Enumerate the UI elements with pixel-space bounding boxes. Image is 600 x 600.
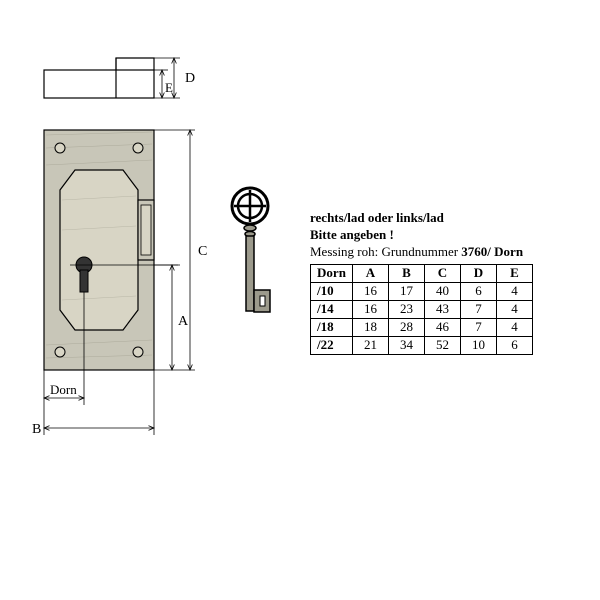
- table-cell: /10: [311, 282, 353, 300]
- table-header-cell: Dorn: [311, 264, 353, 282]
- dim-label-a: A: [178, 314, 189, 329]
- table-row: /1016174064: [311, 282, 533, 300]
- table-header-cell: C: [425, 264, 461, 282]
- dim-label-e: E: [165, 80, 173, 95]
- table-cell: 28: [389, 318, 425, 336]
- table-cell: 17: [389, 282, 425, 300]
- table-row: /22213452106: [311, 336, 533, 354]
- header-line-1: rechts/lad oder links/lad: [310, 210, 600, 227]
- key-drawing: [232, 188, 270, 312]
- table-cell: 16: [353, 300, 389, 318]
- table-cell: 40: [425, 282, 461, 300]
- table-cell: /18: [311, 318, 353, 336]
- table-cell: 7: [461, 300, 497, 318]
- header-line-3: Messing roh: Grundnummer 3760/ Dorn: [310, 244, 600, 261]
- top-section-view: D E: [44, 58, 195, 98]
- table-cell: 6: [461, 282, 497, 300]
- table-cell: 4: [497, 282, 533, 300]
- table-cell: /22: [311, 336, 353, 354]
- table-row: /1416234374: [311, 300, 533, 318]
- dim-label-b: B: [32, 422, 41, 437]
- table-header-cell: D: [461, 264, 497, 282]
- table-cell: 4: [497, 300, 533, 318]
- table-cell: 7: [461, 318, 497, 336]
- table-cell: 23: [389, 300, 425, 318]
- dim-label-d: D: [185, 71, 195, 86]
- table-cell: 16: [353, 282, 389, 300]
- table-header-cell: A: [353, 264, 389, 282]
- table-cell: 52: [425, 336, 461, 354]
- table-header-cell: E: [497, 264, 533, 282]
- spec-text-block: rechts/lad oder links/lad Bitte angeben …: [310, 210, 600, 355]
- front-lock-view: [44, 130, 180, 370]
- table-cell: 10: [461, 336, 497, 354]
- dim-label-dorn: Dorn: [50, 382, 77, 397]
- table-row: /1818284674: [311, 318, 533, 336]
- table-cell: 43: [425, 300, 461, 318]
- table-cell: 6: [497, 336, 533, 354]
- table-cell: /14: [311, 300, 353, 318]
- table-cell: 34: [389, 336, 425, 354]
- table-cell: 18: [353, 318, 389, 336]
- dim-label-c: C: [198, 244, 207, 259]
- table-cell: 46: [425, 318, 461, 336]
- header-line-2: Bitte angeben !: [310, 227, 600, 244]
- dimension-table: DornABCDE /1016174064/1416234374/1818284…: [310, 264, 533, 355]
- technical-drawing: D E: [20, 50, 300, 470]
- table-cell: 21: [353, 336, 389, 354]
- table-cell: 4: [497, 318, 533, 336]
- table-header-cell: B: [389, 264, 425, 282]
